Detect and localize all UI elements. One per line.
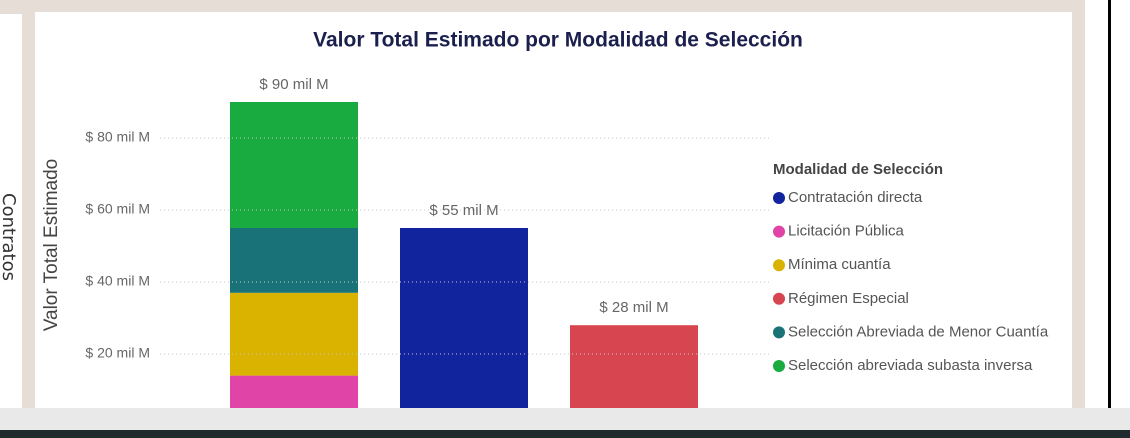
total-label: $ 28 mil M <box>599 299 668 316</box>
status-bar <box>0 408 1130 430</box>
legend-label: Contratación directa <box>788 189 923 206</box>
legend-marker <box>773 326 785 339</box>
chart-title: Valor Total Estimado por Modalidad de Se… <box>313 29 803 52</box>
side-panel <box>0 14 22 410</box>
y-tick-label: $ 80 mil M <box>85 129 150 145</box>
y-tick-label: $ 20 mil M <box>85 345 150 361</box>
side-label: Contratos <box>0 193 19 281</box>
divider <box>1108 0 1111 410</box>
bar-segment <box>230 292 358 376</box>
taskbar <box>0 430 1130 438</box>
plot <box>230 102 698 408</box>
legend-marker <box>773 360 785 372</box>
bar-segment <box>230 375 358 408</box>
total-label: $ 90 mil M <box>259 76 328 93</box>
y-tick-label: $ 40 mil M <box>85 273 150 289</box>
bar-segment <box>570 325 698 408</box>
bar-segment <box>230 228 358 293</box>
legend-label: Licitación Pública <box>788 223 905 240</box>
legend-label: Mínima cuantía <box>788 256 891 273</box>
total-label: $ 55 mil M <box>429 202 498 219</box>
y-axis-label: Valor Total Estimado <box>41 159 62 332</box>
chart-card <box>35 12 1072 410</box>
legend-marker <box>773 192 785 204</box>
legend-marker <box>773 292 785 305</box>
bar-segment <box>230 102 358 228</box>
legend-label: Selección Abreviada de Menor Cuantía <box>788 323 1049 340</box>
bar-segment <box>400 228 528 408</box>
legend-label: Régimen Especial <box>788 290 909 307</box>
y-tick-label: $ 60 mil M <box>85 201 150 217</box>
legend-label: Selección abreviada subasta inversa <box>788 357 1033 374</box>
legend-title: Modalidad de Selección <box>773 161 943 178</box>
legend-marker <box>773 225 785 238</box>
legend-marker <box>773 259 785 272</box>
